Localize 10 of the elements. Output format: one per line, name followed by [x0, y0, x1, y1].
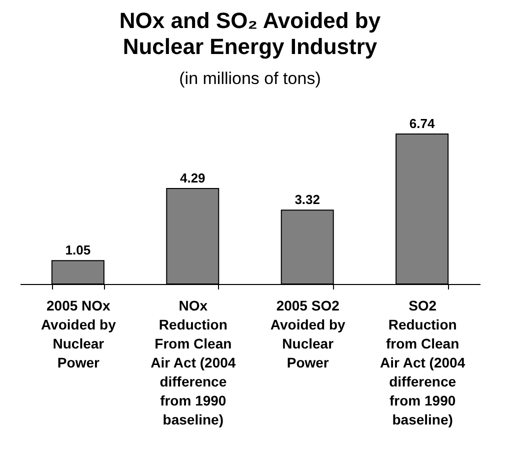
data-label: 4.29: [180, 170, 206, 186]
x-tick-label: 2005 NOx Avoided by Nuclear Power: [40, 298, 116, 370]
chart-title: NOx and SO₂ Avoided by Nuclear Energy Industry: [119, 8, 382, 59]
data-label: 1.05: [65, 242, 91, 258]
data-label: 3.32: [294, 192, 320, 208]
x-tick-label: NOx Reduction From Clean Air Act (2004 difference from 1990 baseline): [150, 298, 236, 428]
data-label: 6.74: [409, 116, 436, 131]
x-tick-label: SO2 Reduction from Clean Air Act (2004 difference from 1990 baseline): [380, 298, 466, 428]
x-tick-label: 2005 SO2 Avoided by Nuclear Power: [270, 298, 346, 370]
chart-subtitle: (in millions of tons): [179, 69, 321, 88]
